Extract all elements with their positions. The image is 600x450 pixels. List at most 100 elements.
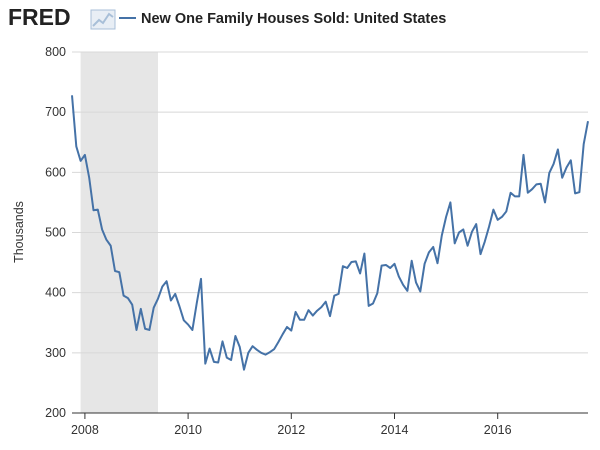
data-point	[475, 223, 477, 225]
data-point	[385, 264, 387, 266]
data-point	[561, 177, 563, 179]
y-tick-label: 600	[45, 165, 66, 179]
data-point	[471, 231, 473, 233]
data-point	[578, 191, 580, 193]
x-tick-label: 2016	[484, 423, 512, 437]
x-tick-label: 2014	[381, 423, 409, 437]
data-point	[574, 192, 576, 194]
data-point	[415, 281, 417, 283]
data-point	[260, 352, 262, 354]
data-point	[217, 361, 219, 363]
data-point	[458, 232, 460, 234]
data-point	[243, 369, 245, 371]
data-point	[389, 267, 391, 269]
data-point	[183, 319, 185, 321]
data-point	[226, 357, 228, 359]
data-point	[179, 306, 181, 308]
data-point	[411, 260, 413, 262]
data-point	[114, 270, 116, 272]
data-point	[505, 210, 507, 212]
data-point	[97, 209, 99, 211]
data-point	[118, 271, 120, 273]
data-point	[419, 290, 421, 292]
data-point	[467, 245, 469, 247]
data-point	[346, 267, 348, 269]
data-point	[437, 262, 439, 264]
data-point	[290, 330, 292, 332]
data-point	[144, 328, 146, 330]
data-point	[127, 297, 129, 299]
data-point	[587, 120, 589, 122]
data-point	[256, 349, 258, 351]
data-point	[557, 148, 559, 150]
data-point	[497, 219, 499, 221]
data-point	[286, 326, 288, 328]
y-tick-label: 200	[45, 406, 66, 420]
data-point	[105, 239, 107, 241]
data-point	[88, 177, 90, 179]
data-point	[295, 311, 297, 313]
y-tick-label: 800	[45, 45, 66, 59]
data-point	[338, 293, 340, 295]
data-point	[540, 183, 542, 185]
data-point	[376, 292, 378, 294]
data-point	[531, 188, 533, 190]
data-point	[230, 359, 232, 361]
data-point	[157, 298, 159, 300]
data-point	[277, 341, 279, 343]
y-tick-label: 500	[45, 226, 66, 240]
data-point	[101, 228, 103, 230]
data-point	[200, 278, 202, 280]
data-point	[527, 192, 529, 194]
data-point	[209, 348, 211, 350]
data-point	[239, 346, 241, 348]
data-point	[583, 143, 585, 145]
data-point	[282, 333, 284, 335]
data-point	[514, 195, 516, 197]
y-tick-label: 300	[45, 346, 66, 360]
data-point	[84, 154, 86, 156]
data-point	[247, 352, 249, 354]
data-point	[566, 167, 568, 169]
data-point	[316, 310, 318, 312]
data-point	[488, 225, 490, 227]
data-point	[548, 172, 550, 174]
data-point	[432, 246, 434, 248]
y-tick-label: 400	[45, 286, 66, 300]
x-tick-label: 2008	[71, 423, 99, 437]
data-point	[71, 94, 73, 96]
y-axis: 200 300 400 500 600 700 800	[45, 45, 66, 420]
data-point	[381, 265, 383, 267]
data-point	[342, 265, 344, 267]
data-point	[363, 253, 365, 255]
data-point	[523, 154, 525, 156]
data-point	[553, 163, 555, 165]
data-point	[394, 263, 396, 265]
data-point	[187, 324, 189, 326]
data-point	[140, 308, 142, 310]
data-point	[368, 305, 370, 307]
data-point	[265, 354, 267, 356]
data-point	[308, 309, 310, 311]
data-point	[351, 261, 353, 263]
data-point	[454, 242, 456, 244]
data-point	[492, 209, 494, 211]
data-point	[299, 319, 301, 321]
data-point	[174, 293, 176, 295]
data-point	[510, 192, 512, 194]
data-point	[191, 329, 193, 331]
data-point	[222, 340, 224, 342]
data-point	[161, 286, 163, 288]
data-point	[518, 195, 520, 197]
data-point	[484, 241, 486, 243]
data-point	[428, 251, 430, 253]
chart-title: New One Family Houses Sold: United State…	[141, 11, 446, 27]
data-point	[449, 201, 451, 203]
data-point	[269, 351, 271, 353]
data-point	[153, 307, 155, 309]
data-point	[170, 299, 172, 301]
data-point	[136, 329, 138, 331]
gridlines	[72, 51, 588, 354]
data-point	[252, 345, 254, 347]
